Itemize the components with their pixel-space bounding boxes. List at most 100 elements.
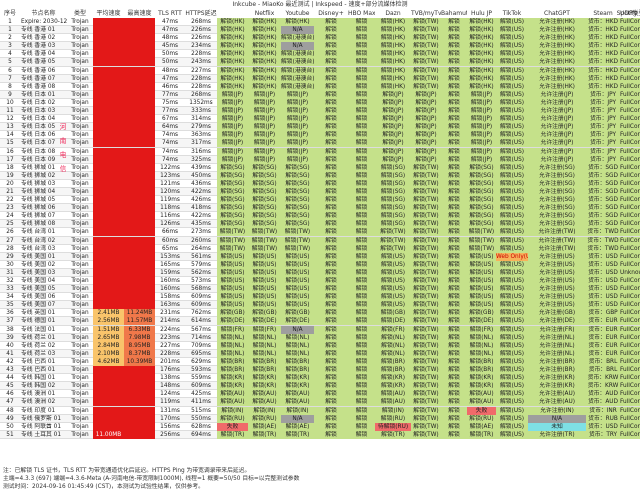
table-row[interactable]: 26 专线 台湾 01 Trojan 66ms 273ms 解锁(TW) 解锁(TW) 解锁(… [0, 228, 640, 237]
table-row[interactable]: 13 专线 日本 05 Trojan 64ms 279ms 解锁(JP) 解锁(JP) 解锁(… [0, 123, 640, 132]
unlock-cell: 允许注册(US) [528, 252, 586, 261]
unlock-cell: 解锁(SG) [281, 179, 314, 188]
table-row[interactable]: 14 专线 日本 06 Trojan 74ms 363ms 解锁(JP) 解锁(JP) 解锁(… [0, 131, 640, 140]
table-row[interactable]: 35 专线 美国 07 Trojan 163ms 609ms 解锁(US) 解锁(US) 解锁… [0, 301, 640, 310]
unlock-cell: 解锁(SG) [375, 163, 411, 172]
https-delay: 1352ms [189, 99, 213, 106]
table-row[interactable]: 16 专线 日本 08 Trojan 74ms 316ms 解锁(JP) 解锁(JP) 解锁(… [0, 147, 640, 156]
table-row[interactable]: 48 专线 印度 01 Trojan 131ms 515ms 解锁(IN) 解锁(IN) 解锁… [0, 406, 640, 415]
unlock-cell: 解锁 [314, 131, 348, 140]
table-row[interactable]: 6 专线 香港 06 Trojan 48ms 227ms 解锁(HK) 解锁(HK) 解锁(港… [0, 66, 640, 75]
table-row[interactable]: 4 专线 香港 04 Trojan 50ms 228ms 解锁(HK) 解锁(HK) 解锁(港… [0, 50, 640, 59]
table-row[interactable]: 2 专线 香港 02 Trojan 48ms 226ms 解锁(HK) 解锁(HK) 解锁(港… [0, 34, 640, 43]
table-row[interactable]: 11 专线 日本 03 Trojan 77ms 333ms 解锁(JP) 解锁(JP) 解锁(… [0, 107, 640, 116]
table-row[interactable]: 25 专线 狮城 08 Trojan 126ms 435ms 解锁(SG) 解锁(SG) 解锁… [0, 220, 640, 229]
table-row[interactable]: 40 专线 荷兰 02 Trojan 2.84MB 8.95MB 227ms 709ms 解锁… [0, 341, 640, 350]
table-row[interactable]: 44 专线 韩国 01 Trojan 138ms 559ms 解锁(KR) 解锁(KR) 解锁… [0, 374, 640, 383]
https-delay: 568ms [191, 286, 211, 293]
tls-rtt: 45ms [161, 43, 179, 50]
table-row[interactable]: 23 专线 狮城 06 Trojan 118ms 418ms 解锁(SG) 解锁(SG) 解锁… [0, 204, 640, 213]
unlock-cell: 解锁(SG) [281, 196, 314, 205]
table-row[interactable]: 39 专线 荷兰 01 Trojan 2.65MB 7.98MB 223ms 714ms 解锁… [0, 333, 640, 342]
table-row[interactable]: 18 专线 狮城 01 Trojan 122ms 439ms 解锁(SG) 解锁(SG) 解锁… [0, 163, 640, 172]
unlock-cell: 解锁 [348, 341, 375, 350]
table-row[interactable]: 36 专线 英国 01 Trojan 2.41MB 11.24MB 231ms 762ms 解… [0, 309, 640, 318]
unlock-cell: 解锁(US) [217, 301, 248, 310]
table-row[interactable]: 7 专线 香港 07 Trojan 47ms 228ms 解锁(HK) 解锁(HK) 解锁(港… [0, 74, 640, 83]
table-row[interactable]: 8 专线 香港 08 Trojan 46ms 228ms 解锁(HK) 解锁(HK) 解锁(港… [0, 82, 640, 91]
table-row[interactable]: 47 专线 澳洲 02 Trojan 119ms 411ms 解锁(AU) 解锁(AU) 解锁… [0, 398, 640, 407]
tls-rtt: 201ms [160, 358, 180, 365]
unlock-cell: 解锁(SG) [217, 204, 248, 213]
unlock-cell: 允许注册(KR) [528, 382, 586, 391]
unlock-cell: 解锁(JP) [281, 98, 314, 107]
unlock-cell: N/A [528, 414, 586, 423]
unlock-cell: 解锁(US) [496, 163, 528, 172]
node-type: Trojan [71, 342, 89, 349]
table-row[interactable]: 1 专线 香港 01 Trojan 47ms 226ms 解锁(HK) 解锁(HK) N/A 解… [0, 26, 640, 35]
table-row[interactable]: 51 专线 土耳其 01 Trojan 11.00MB 256ms 694ms 解锁(TR)… [0, 430, 640, 439]
unlock-cell: 解锁(US) [496, 179, 528, 188]
table-row[interactable]: 49 专线 俄罗斯 01 Trojan 170ms 550ms 解锁(RU) 解锁(RU) N… [0, 414, 640, 423]
table-row[interactable]: 29 专线 美国 01 Trojan 153ms 561ms 解锁(US) 解锁(US) 解锁… [0, 252, 640, 261]
avg-speed [93, 90, 124, 99]
unlock-cell: 解锁 [441, 366, 467, 375]
unlock-cell: 解锁(TW) [411, 82, 441, 91]
table-row[interactable]: 28 专线 台湾 03 Trojan 65ms 264ms 解锁(TW) 解锁(TW) 解锁(… [0, 244, 640, 253]
avg-speed: 1.51MB [93, 325, 124, 334]
table-row[interactable]: 20 专线 狮城 03 Trojan 121ms 436ms 解锁(SG) 解锁(SG) 解锁… [0, 179, 640, 188]
table-row[interactable]: 1 Expire: 2030-12-30 Trojan 47ms 268ms 解锁(HK)… [0, 18, 640, 27]
unlock-cell: 解锁 [314, 341, 348, 350]
table-row[interactable]: 22 专线 狮城 05 Trojan 119ms 426ms 解锁(SG) 解锁(SG) 解锁… [0, 196, 640, 205]
table-row[interactable]: 43 专线 巴西 01 Trojan 176ms 593ms 解锁(BR) 解锁(BR) 解锁… [0, 366, 640, 375]
table-row[interactable]: 32 专线 美国 04 Trojan 160ms 573ms 解锁(US) 解锁(US) 解锁… [0, 277, 640, 286]
https-delay: 450ms [191, 172, 211, 179]
table-row[interactable]: 17 专线 日本 09 Trojan 74ms 325ms 解锁(JP) 解锁(JP) 解锁(… [0, 155, 640, 164]
table-row[interactable]: 3 专线 香港 03 Trojan 45ms 234ms 解锁(HK) 解锁(HK) N/A 解… [0, 42, 640, 51]
table-row[interactable]: 15 专线 日本 07 Trojan 74ms 317ms 解锁(JP) 解锁(JP) 解锁(… [0, 139, 640, 148]
unlock-cell: 解锁 [348, 366, 375, 375]
table-row[interactable]: 9 专线 日本 01 Trojan 77ms 268ms 解锁(JP) 解锁(JP) 解锁(J… [0, 90, 640, 99]
unlock-cell: 解锁 [348, 50, 375, 59]
table-row[interactable]: 10 专线 日本 02 Trojan 75ms 1352ms 解锁(JP) 解锁(JP) 解锁… [0, 98, 640, 108]
steam-currency: 货币：EUR [586, 317, 620, 326]
table-row[interactable]: 5 专线 香港 05 Trojan 50ms 243ms 解锁(HK) 解锁(HK) 解锁(港… [0, 58, 640, 67]
table-row[interactable]: 31 专线 美国 03 Trojan 159ms 562ms 解锁(US) 解锁(US) 解锁… [0, 268, 640, 277]
table-row[interactable]: 34 专线 美国 06 Trojan 158ms 609ms 解锁(US) 解锁(US) 解锁… [0, 293, 640, 302]
table-row[interactable]: 12 专线 日本 04 Trojan 67ms 314ms 解锁(JP) 解锁(JP) 解锁(… [0, 115, 640, 124]
table-row[interactable]: 30 专线 美国 02 Trojan 165ms 579ms 解锁(US) 解锁(US) 解锁… [0, 260, 640, 269]
table-row[interactable]: 19 专线 狮城 02 Trojan 123ms 450ms 解锁(SG) 解锁(SG) 解锁… [0, 171, 640, 180]
avg-speed [93, 366, 124, 375]
unlock-cell: 解锁(JP) [281, 155, 314, 164]
table-row[interactable]: 37 专线 德国 01 Trojan 2.56MB 11.57MB 214ms 614ms 解… [0, 317, 640, 326]
unlock-cell: 解锁(AU) [248, 398, 281, 407]
unlock-cell: 解锁(SG) [281, 187, 314, 196]
table-row[interactable]: 41 专线 荷兰 03 Trojan 2.10MB 8.37MB 228ms 695ms 解锁… [0, 349, 640, 358]
table-row[interactable]: 45 专线 韩国 02 Trojan 148ms 609ms 解锁(KR) 解锁(KR) 解锁… [0, 382, 640, 391]
https-delay: 418ms [191, 205, 211, 212]
node-name: 专线 日本 06 [21, 132, 56, 139]
unlock-cell: 解锁 [314, 163, 348, 172]
row-index: 47 [6, 399, 14, 406]
table-row[interactable]: 42 专线 巴西 01 Trojan 4.62MB 10.39MB 201ms 629ms 解… [0, 357, 640, 367]
unlock-cell: 解锁(TW) [411, 171, 441, 180]
node-name: 专线 日本 09 [21, 156, 56, 163]
table-row[interactable]: 27 专线 台湾 02 Trojan 60ms 260ms 解锁(TW) 解锁(TW) 解锁(… [0, 236, 640, 245]
unlock-cell: 解锁 [348, 285, 375, 294]
unlock-cell: 解锁 [314, 333, 348, 342]
row-index: 19 [6, 172, 14, 179]
table-row[interactable]: 33 专线 美国 05 Trojan 160ms 568ms 解锁(US) 解锁(US) 解锁… [0, 285, 640, 294]
unlock-cell: 解锁(TW) [281, 244, 314, 253]
unlock-cell: 解锁(US) [248, 260, 281, 269]
unlock-cell: 解锁(US) [281, 277, 314, 285]
unlock-cell: 解锁(RU) [217, 414, 248, 423]
table-row[interactable]: 21 专线 狮城 04 Trojan 120ms 422ms 解锁(SG) 解锁(SG) 解锁… [0, 187, 640, 197]
table-row[interactable]: 24 专线 狮城 07 Trojan 116ms 422ms 解锁(SG) 解锁(SG) 解锁… [0, 212, 640, 221]
unlock-cell: 解锁 [441, 406, 467, 415]
node-type: Trojan [71, 213, 89, 220]
table-row[interactable]: 38 专线 法国 01 Trojan 1.51MB 6.33MB 224ms 567ms 解锁… [0, 325, 640, 334]
unlock-cell: 解锁(US) [496, 123, 528, 132]
table-row[interactable]: 46 专线 澳洲 01 Trojan 124ms 425ms 解锁(AU) 解锁(AU) 解锁… [0, 390, 640, 399]
table-row[interactable]: 50 专线 阿联酋 01 Trojan 156ms 628ms 失败 解锁(AE) 解锁(AE… [0, 422, 640, 431]
unlock-cell: 解锁(JP) [375, 155, 411, 164]
